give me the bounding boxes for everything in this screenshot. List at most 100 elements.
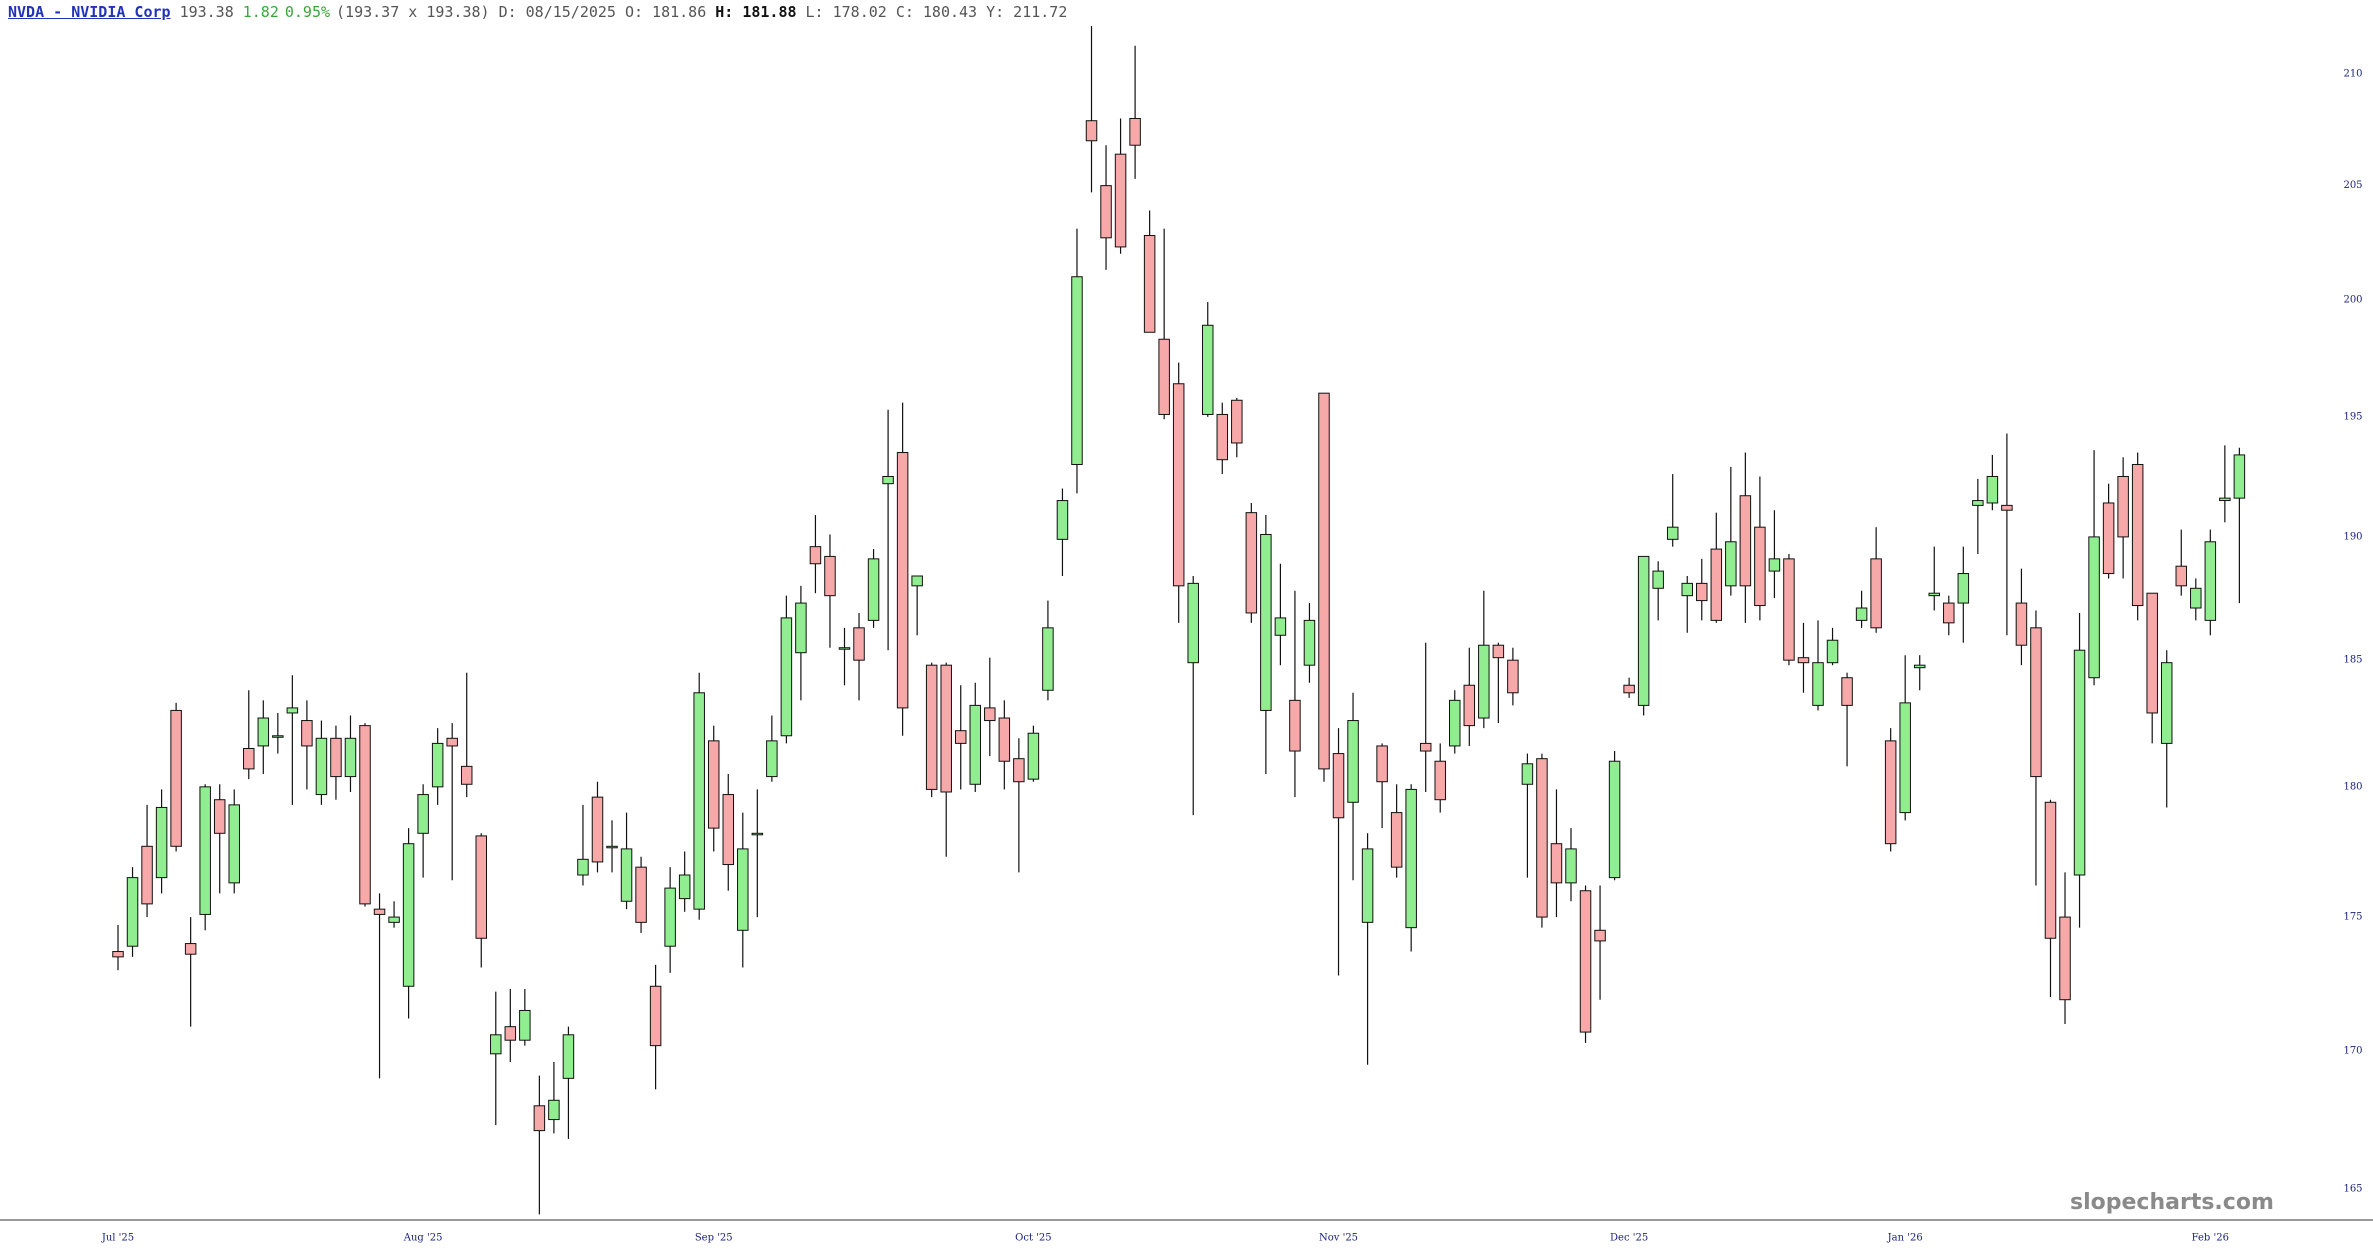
candle-body: [1943, 602, 1955, 624]
candle-body: [1187, 582, 1199, 664]
candle-body: [1681, 582, 1693, 597]
candle-body: [257, 717, 270, 747]
candle-body: [2233, 454, 2246, 499]
candle-body: [1129, 117, 1141, 146]
candle-body: [1884, 740, 1897, 845]
candle-body: [490, 1034, 502, 1055]
candle-body: [562, 1034, 575, 1079]
candle-body: [1913, 664, 1926, 669]
x-tick-label: Dec '25: [1610, 1233, 1648, 1244]
candle-body: [1260, 533, 1272, 711]
candle-body: [2131, 463, 2144, 607]
candle-body: [1957, 573, 1970, 604]
candle-body: [809, 546, 822, 565]
candle-body: [213, 799, 226, 834]
candle-body: [1071, 276, 1083, 465]
candle-body: [155, 806, 168, 879]
last-price: 193.38: [179, 3, 234, 21]
candle-body: [693, 692, 705, 910]
candle-body: [1579, 890, 1592, 1033]
candle-body: [388, 916, 400, 923]
candle-body: [1986, 475, 1999, 504]
x-tick-label: Jan '26: [1887, 1233, 1923, 1244]
candle-body: [1449, 699, 1461, 747]
x-tick-label: Sep '25: [695, 1233, 733, 1244]
candle-body: [1245, 512, 1258, 614]
candle-body: [838, 647, 851, 650]
candle-body: [315, 737, 328, 796]
candle-body: [940, 664, 952, 793]
candle-body: [446, 737, 458, 747]
candle-body: [533, 1105, 546, 1132]
change-pct: 0.95%: [284, 3, 331, 21]
candle-body: [911, 575, 923, 587]
candle-body: [1623, 684, 1635, 694]
candle-body: [1666, 526, 1679, 540]
candle-body: [2175, 565, 2188, 587]
candle-body: [1696, 582, 1708, 602]
y-tick-label: 170: [2343, 1046, 2362, 1057]
candle-body: [1158, 338, 1170, 415]
candle-body: [620, 848, 633, 902]
change: 1.82: [242, 3, 279, 21]
candle-body: [272, 735, 284, 738]
candle-body: [1507, 659, 1519, 694]
candle-body: [2088, 536, 2100, 679]
candle-body: [1478, 644, 1490, 719]
candle-body: [1318, 392, 1330, 770]
candle-body: [2190, 587, 2202, 609]
bid-ask: (193.37 x 193.38): [336, 3, 490, 21]
candle-body: [635, 866, 647, 923]
candle-body: [1812, 662, 1824, 706]
candle-body: [1855, 607, 1868, 621]
x-tick-label: Jul '25: [101, 1233, 134, 1244]
candle-body: [1376, 745, 1388, 783]
candle-body: [606, 845, 618, 849]
candle-body: [475, 835, 487, 939]
candle-body: [2073, 649, 2086, 876]
candle-body: [998, 717, 1011, 762]
candle-body: [141, 845, 153, 905]
candle-body: [402, 843, 415, 987]
candle-body: [1216, 413, 1229, 461]
candle-body: [1594, 929, 1606, 942]
candle-body: [1739, 495, 1752, 587]
candle-body: [867, 558, 880, 621]
candle-body: [1754, 526, 1766, 607]
candle-body: [737, 848, 749, 931]
x-tick-label: Nov '25: [1319, 1233, 1358, 1244]
x-tick-label: Feb '26: [2192, 1233, 2229, 1244]
candle-body: [1652, 570, 1664, 589]
candle-body: [795, 602, 807, 654]
candle-body: [1202, 324, 1214, 415]
candle-body: [1289, 699, 1301, 752]
candle-body: [824, 555, 836, 597]
candle-body: [664, 887, 676, 947]
candle-body: [751, 832, 764, 836]
candle-body: [1056, 500, 1069, 540]
candle-body: [766, 740, 778, 778]
candle-body: [184, 943, 197, 955]
candle-body: [228, 804, 240, 884]
candle-body: [1027, 732, 1040, 780]
candle-body: [2117, 475, 2129, 538]
candle-body: [2204, 541, 2217, 621]
candle-body: [1347, 720, 1359, 803]
y-tick-label: 205: [2343, 180, 2362, 191]
candle-body: [954, 730, 967, 744]
candle-body: [984, 707, 996, 722]
candle-body: [1768, 558, 1781, 572]
candle-body: [969, 704, 982, 785]
candle-body: [722, 794, 735, 866]
y-tick-label: 200: [2343, 294, 2362, 305]
candle-body: [1434, 760, 1446, 801]
candle-body: [1899, 702, 1911, 814]
date: D: 08/15/2025: [498, 3, 616, 21]
candle-body: [330, 737, 342, 778]
symbol-link[interactable]: NVDA - NVIDIA Corp: [8, 3, 171, 21]
candle-body: [126, 877, 139, 947]
y-tick-label: 175: [2343, 912, 2362, 923]
year-high: Y: 211.72: [986, 3, 1068, 21]
